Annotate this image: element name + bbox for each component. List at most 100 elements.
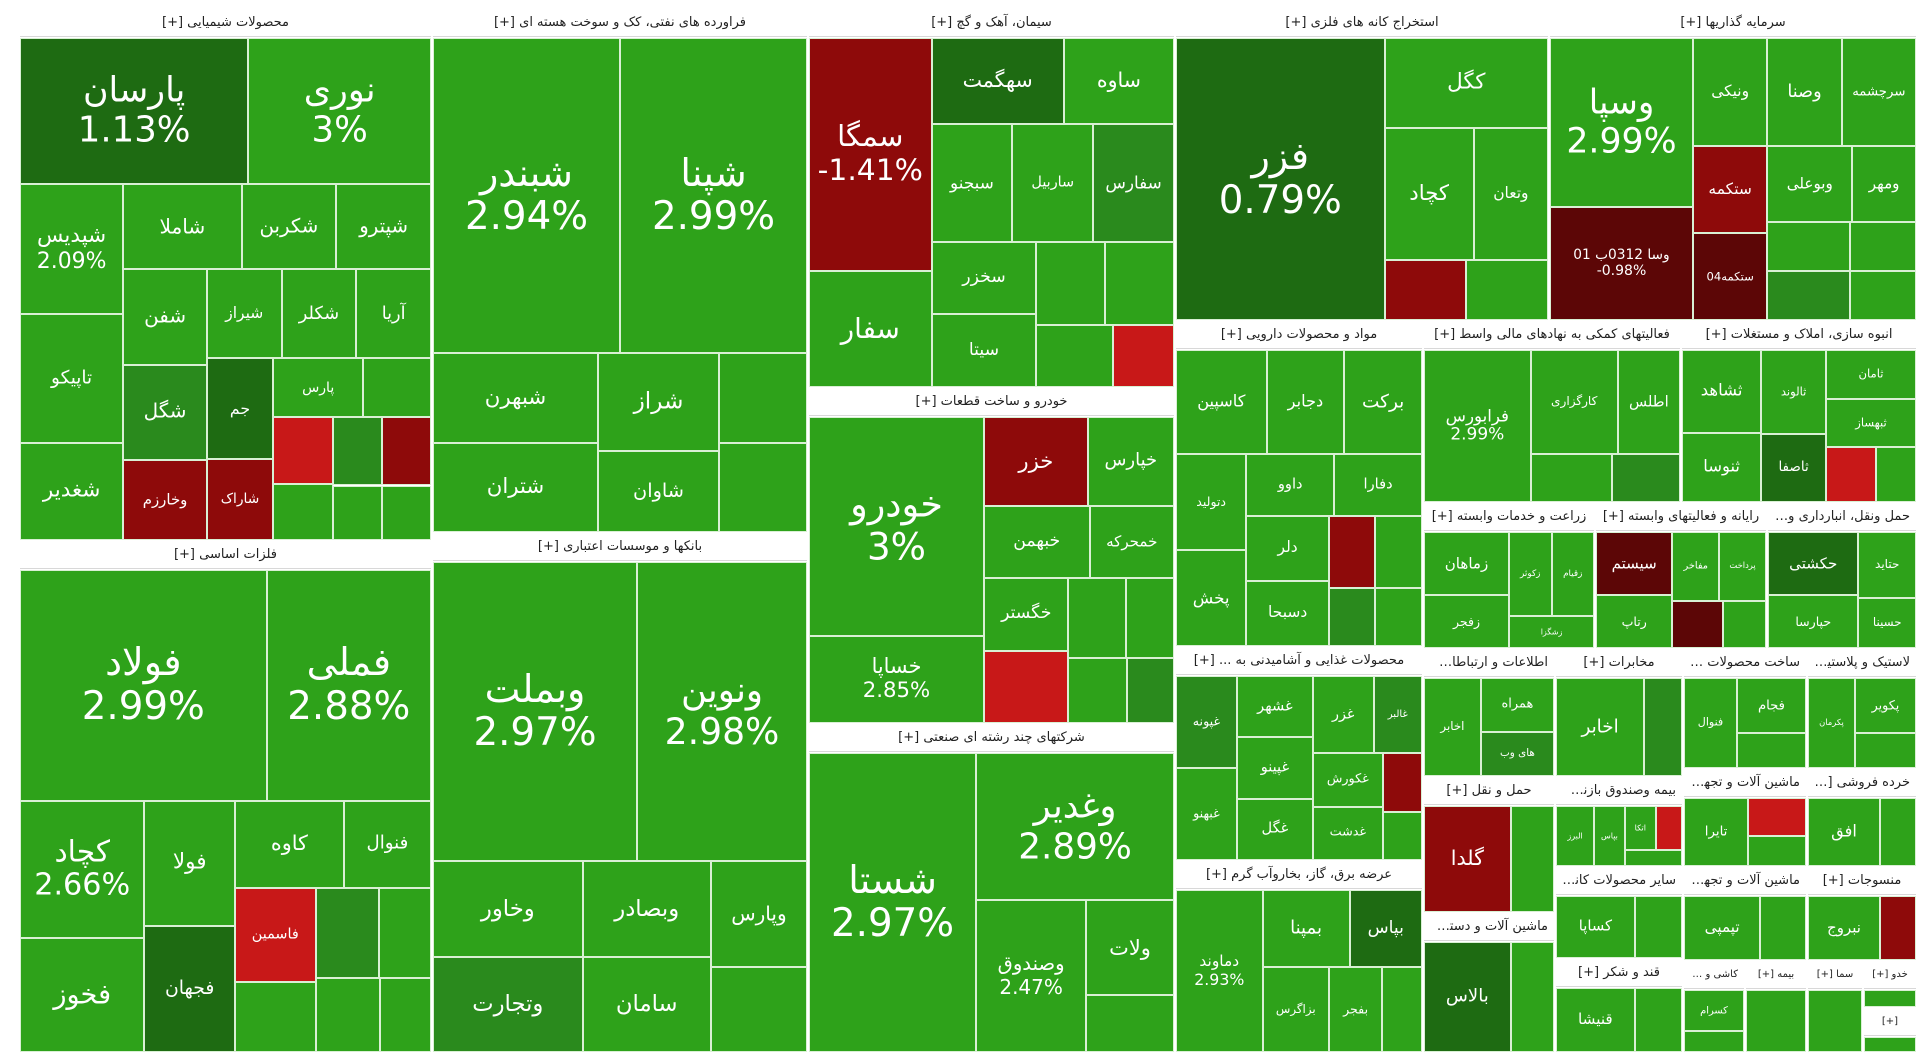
stock-tile[interactable] — [984, 650, 1069, 723]
stock-tile[interactable]: دسبحا — [1246, 580, 1329, 646]
stock-tile[interactable] — [332, 485, 382, 540]
sector-title[interactable]: کاشی و سرامیک [+] — [1684, 962, 1744, 989]
sector-title[interactable]: فلزات اساسی [+] — [20, 542, 431, 569]
stock-tile[interactable]: شکربن — [241, 184, 337, 269]
stock-tile[interactable] — [363, 358, 431, 418]
stock-tile[interactable] — [1382, 812, 1422, 860]
stock-tile[interactable] — [1068, 578, 1126, 658]
stock-tile[interactable]: خساپا 2.85% — [809, 635, 984, 723]
stock-tile[interactable]: بزاگرس — [1262, 967, 1330, 1052]
stock-tile[interactable]: حسینا — [1858, 598, 1916, 648]
stock-tile[interactable]: سبجنو — [931, 124, 1013, 242]
stock-tile[interactable]: رتاپ — [1596, 595, 1673, 648]
stock-tile[interactable] — [1112, 324, 1174, 387]
stock-tile[interactable]: فملی 2.88% — [266, 570, 431, 801]
stock-tile[interactable]: زشگزا — [1509, 616, 1594, 648]
stock-tile[interactable]: پرداخت — [1719, 532, 1766, 601]
stock-tile[interactable]: پارسان 1.13% — [20, 38, 249, 185]
sector-title[interactable]: بیمه وصندوق بازنشستگی [+] — [1556, 778, 1682, 805]
stock-tile[interactable]: فرابورس 2.99% — [1424, 350, 1531, 502]
stock-tile[interactable]: مفاخر — [1672, 532, 1720, 601]
stock-tile[interactable]: البرز — [1556, 806, 1595, 866]
stock-tile[interactable]: اتکا — [1624, 806, 1656, 850]
stock-tile[interactable] — [1328, 588, 1376, 646]
sector-title[interactable]: استخراج کانه های فلزی [+] — [1176, 10, 1548, 37]
stock-tile[interactable] — [719, 353, 807, 443]
stock-tile[interactable]: وپارس — [710, 861, 807, 968]
stock-tile[interactable]: غکورش — [1312, 753, 1383, 807]
stock-tile[interactable]: ساربیل — [1012, 124, 1094, 242]
stock-tile[interactable]: پخش — [1176, 550, 1247, 646]
stock-tile[interactable]: حتاید — [1858, 532, 1916, 599]
stock-tile[interactable]: غدشت — [1312, 806, 1383, 860]
stock-tile[interactable]: سرچشمه — [1841, 38, 1916, 147]
stock-tile[interactable]: افق — [1808, 798, 1880, 866]
stock-tile[interactable] — [1854, 733, 1916, 768]
stock-tile[interactable]: کسرام — [1684, 990, 1744, 1032]
stock-tile[interactable]: غشهر — [1236, 676, 1313, 738]
stock-tile[interactable] — [1880, 896, 1916, 960]
stock-tile[interactable]: غپونه — [1176, 676, 1237, 768]
stock-tile[interactable]: شتران — [433, 442, 598, 532]
stock-tile[interactable]: تاپیکو — [20, 313, 124, 443]
stock-tile[interactable]: غبهنو — [1176, 768, 1237, 860]
stock-tile[interactable]: داوو — [1246, 454, 1335, 516]
sector-title[interactable]: شرکتهای چند رشته ای صنعتی [+] — [809, 725, 1174, 752]
stock-tile[interactable] — [1126, 578, 1174, 658]
stock-tile[interactable] — [1036, 241, 1106, 325]
stock-tile[interactable]: غزر — [1312, 676, 1374, 754]
sector-title[interactable]: خودرو و ساخت قطعات [+] — [809, 389, 1174, 416]
sector-title[interactable]: فعالیتهای کمکی به نهادهای مالی واسط [+] — [1424, 322, 1680, 349]
stock-tile[interactable] — [1036, 324, 1113, 387]
stock-tile[interactable] — [234, 981, 316, 1052]
stock-tile[interactable] — [1612, 454, 1680, 502]
stock-tile[interactable] — [1826, 447, 1876, 502]
sector-title[interactable]: حمل ونقل، انبارداری و ارتباطات [+] — [1768, 504, 1916, 531]
stock-tile[interactable] — [1375, 588, 1422, 646]
stock-tile[interactable] — [1086, 995, 1174, 1052]
stock-tile[interactable] — [1466, 260, 1548, 320]
stock-tile[interactable]: نبروج — [1808, 896, 1880, 960]
sector-title[interactable]: بیمه [+] — [1746, 962, 1806, 989]
stock-tile[interactable]: کگل — [1384, 38, 1548, 128]
stock-tile[interactable] — [381, 485, 431, 540]
stock-tile[interactable]: ستکمه04 — [1692, 233, 1768, 320]
stock-tile[interactable]: فجهان — [144, 926, 235, 1052]
stock-tile[interactable] — [1876, 447, 1916, 502]
stock-tile[interactable]: کچاد — [1384, 128, 1474, 260]
stock-tile[interactable]: شبهرن — [433, 353, 598, 443]
stock-tile[interactable]: ثبهساز — [1826, 398, 1916, 448]
stock-tile[interactable]: اطلس — [1617, 350, 1680, 455]
stock-tile[interactable]: غالبر — [1373, 676, 1422, 754]
stock-tile[interactable]: شیراز — [206, 268, 282, 359]
sector-title[interactable]: لاستیک و پلاستیک [+] — [1808, 650, 1916, 677]
stock-tile[interactable] — [1672, 600, 1724, 648]
stock-tile[interactable]: فخوز — [20, 937, 145, 1052]
stock-tile[interactable]: سفارس — [1093, 124, 1174, 242]
stock-tile[interactable] — [315, 978, 380, 1052]
stock-tile[interactable]: شپترو — [336, 184, 431, 269]
sector-title[interactable]: خرده فروشی [+] — [1808, 770, 1916, 797]
stock-tile[interactable] — [1864, 990, 1916, 1007]
sector-title[interactable]: سرمایه گذاریها [+] — [1550, 10, 1916, 37]
stock-tile[interactable]: دفارا — [1334, 454, 1422, 516]
stock-tile[interactable]: وخاور — [433, 861, 583, 957]
stock-tile[interactable]: زکوثر — [1509, 532, 1552, 617]
stock-tile[interactable] — [1748, 835, 1806, 866]
stock-tile[interactable]: بفجر — [1329, 967, 1383, 1052]
sector-title[interactable]: زراعت و خدمات وابسته [+] — [1424, 504, 1594, 531]
stock-tile[interactable]: شکلر — [281, 268, 357, 359]
stock-tile[interactable]: وصندوق 2.47% — [976, 900, 1087, 1052]
stock-tile[interactable]: سامان — [582, 956, 711, 1052]
stock-tile[interactable]: شفن — [123, 268, 207, 365]
stock-tile[interactable]: فاسمین — [234, 887, 316, 982]
stock-tile[interactable]: وبوعلی — [1767, 146, 1853, 223]
stock-tile[interactable]: سمگا -1.41% — [809, 38, 932, 271]
sector-title[interactable]: [+] — [1864, 1009, 1916, 1036]
stock-tile[interactable]: غپینو — [1236, 737, 1313, 799]
stock-tile[interactable] — [710, 967, 807, 1052]
sector-title[interactable]: قند و شکر [+] — [1556, 960, 1682, 987]
stock-tile[interactable]: گلدا — [1424, 806, 1511, 912]
stock-tile[interactable]: شاملا — [123, 184, 242, 269]
stock-tile[interactable] — [1510, 942, 1554, 1052]
